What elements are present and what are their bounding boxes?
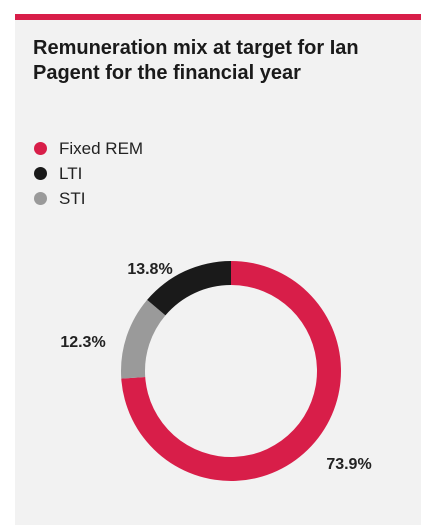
data-label-lti: 13.8%: [127, 261, 172, 278]
chart-title: Remuneration mix at target for Ian Pagen…: [33, 37, 359, 84]
legend-label-sti: STI: [59, 188, 86, 208]
chart-legend: Fixed REM LTI STI: [34, 136, 143, 211]
legend-swatch-lti: [34, 167, 47, 180]
legend-item-sti: STI: [34, 186, 143, 211]
data-label-sti: 12.3%: [60, 334, 105, 351]
legend-item-fixed-rem: Fixed REM: [34, 136, 143, 161]
top-accent-rule: [15, 14, 421, 20]
legend-label-fixed-rem: Fixed REM: [59, 138, 144, 158]
legend-swatch-sti: [34, 192, 47, 205]
legend-label-lti: LTI: [59, 163, 83, 183]
slice-sti: [121, 299, 166, 379]
legend-swatch-fixed-rem: [34, 142, 47, 155]
slice-lti: [147, 261, 231, 316]
legend-item-lti: LTI: [34, 161, 143, 186]
data-label-fixed-rem: 73.9%: [326, 456, 371, 473]
